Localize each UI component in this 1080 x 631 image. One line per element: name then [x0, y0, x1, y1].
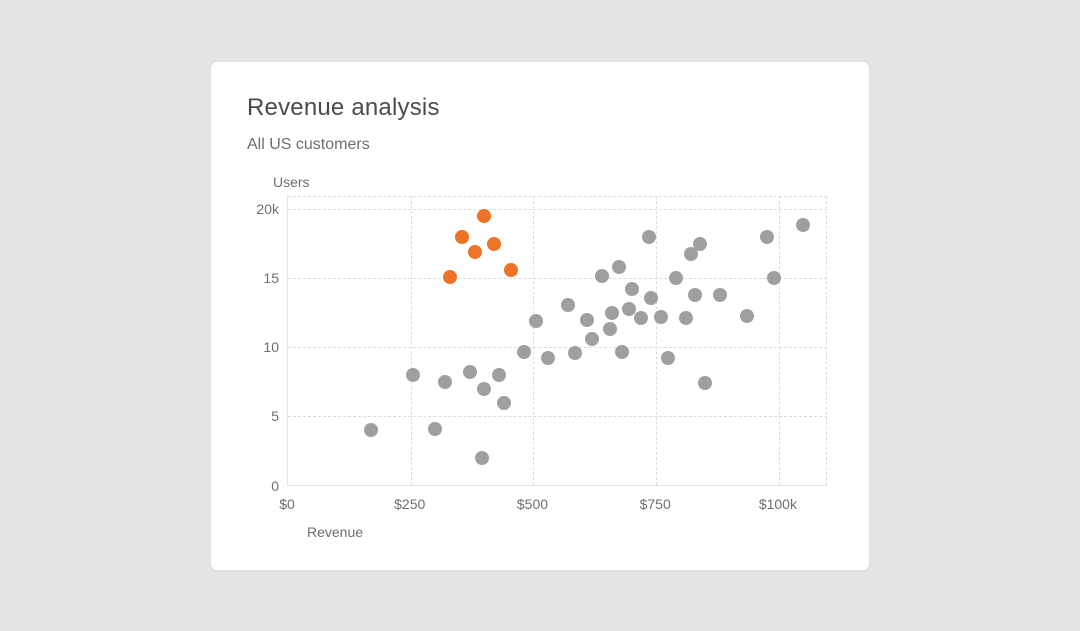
y-tick-label: 20k	[256, 201, 279, 217]
data-point-main	[477, 382, 491, 396]
y-tick-label: 5	[271, 408, 279, 424]
data-point-highlight	[468, 245, 482, 259]
gridline-vertical	[656, 196, 657, 485]
data-point-main	[740, 309, 754, 323]
x-axis-labels: $0$250$500$750$100k	[287, 496, 827, 518]
y-tick-label: 0	[271, 478, 279, 494]
data-point-main	[517, 345, 531, 359]
data-point-main	[529, 314, 543, 328]
data-point-main	[568, 346, 582, 360]
data-point-main	[605, 306, 619, 320]
data-point-main	[580, 313, 594, 327]
data-point-highlight	[443, 270, 457, 284]
data-point-main	[406, 368, 420, 382]
y-axis-labels: 05101520k	[247, 196, 287, 486]
data-point-main	[669, 271, 683, 285]
gridline-vertical	[779, 196, 780, 485]
plot-border-top	[288, 196, 827, 197]
data-point-main	[642, 230, 656, 244]
gridline-horizontal	[288, 416, 827, 417]
data-point-main	[603, 322, 617, 336]
data-point-main	[475, 451, 489, 465]
gridline-horizontal	[288, 209, 827, 210]
data-point-main	[364, 423, 378, 437]
gridline-horizontal	[288, 278, 827, 279]
gridline-horizontal	[288, 347, 827, 348]
data-point-main	[713, 288, 727, 302]
data-point-main	[595, 269, 609, 283]
data-point-main	[463, 365, 477, 379]
data-point-main	[541, 351, 555, 365]
data-point-main	[622, 302, 636, 316]
scatter-chart: Users 0 5 10 15 20k $0 $250 $500 $750 $100k Reve…	[247, 174, 833, 540]
data-point-main	[679, 311, 693, 325]
data-point-main	[760, 230, 774, 244]
plot-border-right	[826, 196, 827, 485]
y-axis-title: Users	[273, 174, 833, 190]
data-point-main	[492, 368, 506, 382]
data-point-main	[654, 310, 668, 324]
x-tick-label: $0	[279, 496, 295, 512]
x-tick-label: $750	[640, 496, 671, 512]
data-point-main	[585, 332, 599, 346]
y-tick-label: 10	[263, 339, 279, 355]
data-point-main	[644, 291, 658, 305]
data-point-main	[612, 260, 626, 274]
data-point-highlight	[455, 230, 469, 244]
data-point-main	[688, 288, 702, 302]
data-point-main	[625, 282, 639, 296]
x-tick-label: $500	[517, 496, 548, 512]
data-point-main	[634, 311, 648, 325]
data-point-main	[767, 271, 781, 285]
chart-body: 05101520k	[247, 196, 833, 486]
data-point-main	[615, 345, 629, 359]
x-tick-label: $100k	[759, 496, 797, 512]
x-axis-title: Revenue	[307, 524, 833, 540]
x-tick-label: $250	[394, 496, 425, 512]
card-subtitle: All US customers	[247, 136, 833, 154]
data-point-main	[561, 298, 575, 312]
plot-area	[287, 196, 827, 486]
data-point-highlight	[477, 209, 491, 223]
data-point-main	[428, 422, 442, 436]
card-title: Revenue analysis	[247, 94, 833, 122]
data-point-main	[796, 218, 810, 232]
data-point-highlight	[504, 263, 518, 277]
data-point-main	[698, 376, 712, 390]
page-background: Revenue analysis All US customers Users …	[0, 0, 1080, 631]
data-point-main	[438, 375, 452, 389]
data-point-main	[661, 351, 675, 365]
data-point-main	[693, 237, 707, 251]
data-point-highlight	[487, 237, 501, 251]
gridline-vertical	[533, 196, 534, 485]
gridline-vertical	[411, 196, 412, 485]
y-tick-label: 15	[263, 270, 279, 286]
data-point-main	[497, 396, 511, 410]
chart-card: Revenue analysis All US customers Users …	[210, 61, 870, 571]
